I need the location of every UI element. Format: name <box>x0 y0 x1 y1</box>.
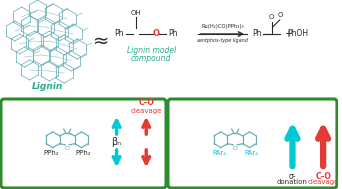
Text: PAr₂: PAr₂ <box>244 150 258 156</box>
Text: O: O <box>65 146 70 151</box>
Text: PhOH: PhOH <box>287 29 308 39</box>
Text: C–O: C–O <box>138 98 154 107</box>
Text: PPh₂: PPh₂ <box>43 150 59 156</box>
Text: PPh₂: PPh₂ <box>75 150 91 156</box>
Text: O: O <box>153 29 160 39</box>
Text: βₙ: βₙ <box>111 137 122 147</box>
Text: xantphos-type ligand: xantphos-type ligand <box>196 38 248 43</box>
FancyBboxPatch shape <box>1 99 166 188</box>
Text: Lignin: Lignin <box>32 82 63 91</box>
Text: Lignin model: Lignin model <box>127 46 176 55</box>
Text: Ph: Ph <box>114 29 123 39</box>
Text: donation: donation <box>277 179 308 185</box>
Text: Ru(H₂)CO(PPh₃)₃: Ru(H₂)CO(PPh₃)₃ <box>201 24 244 29</box>
Text: O: O <box>233 146 238 151</box>
Text: PAr₂: PAr₂ <box>212 150 226 156</box>
Text: O: O <box>278 12 283 18</box>
Text: Ph: Ph <box>252 29 262 39</box>
Text: OH: OH <box>131 10 142 16</box>
Text: C–O: C–O <box>315 172 331 181</box>
Text: compound: compound <box>131 54 171 63</box>
Text: σ-: σ- <box>289 172 296 181</box>
Text: Ph: Ph <box>168 29 177 39</box>
Text: ≈: ≈ <box>93 32 109 50</box>
Text: cleavage: cleavage <box>307 179 339 185</box>
Text: +: + <box>284 29 291 39</box>
Text: cleavage: cleavage <box>131 108 162 114</box>
FancyBboxPatch shape <box>168 99 337 188</box>
Text: O: O <box>269 14 274 20</box>
